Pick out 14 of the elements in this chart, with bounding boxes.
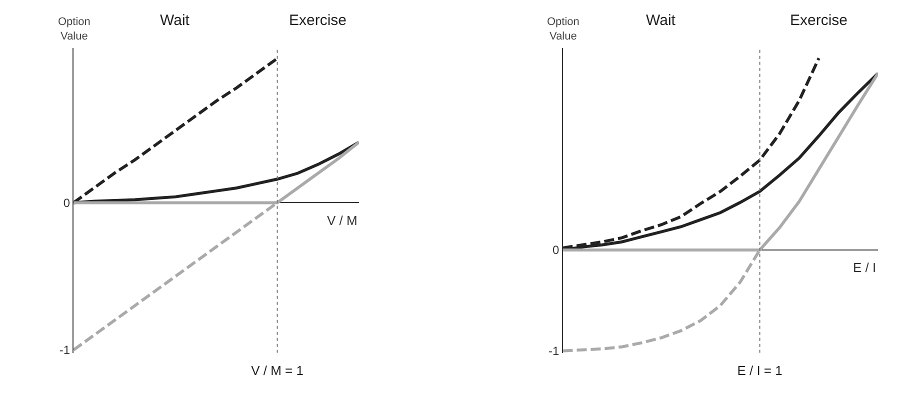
x-tick-label: V / M = 1	[251, 362, 304, 378]
x-tick-label: E / I = 1	[737, 362, 782, 378]
text: Exercise	[289, 12, 347, 29]
y-tick-label: 0	[552, 243, 560, 258]
x-axis-title: V / M	[327, 213, 358, 228]
y-axis-title: Option Value	[547, 16, 580, 42]
x-axis-title: E / I	[853, 260, 876, 275]
text: Exercise	[790, 12, 848, 29]
y-tick-label: -1	[59, 343, 70, 358]
text: Wait	[160, 12, 190, 29]
y-axis-title: Option Value	[58, 16, 90, 42]
y-tick-label: 0	[63, 196, 70, 210]
text: Wait	[646, 12, 676, 29]
y-tick-label: -1	[548, 344, 560, 358]
